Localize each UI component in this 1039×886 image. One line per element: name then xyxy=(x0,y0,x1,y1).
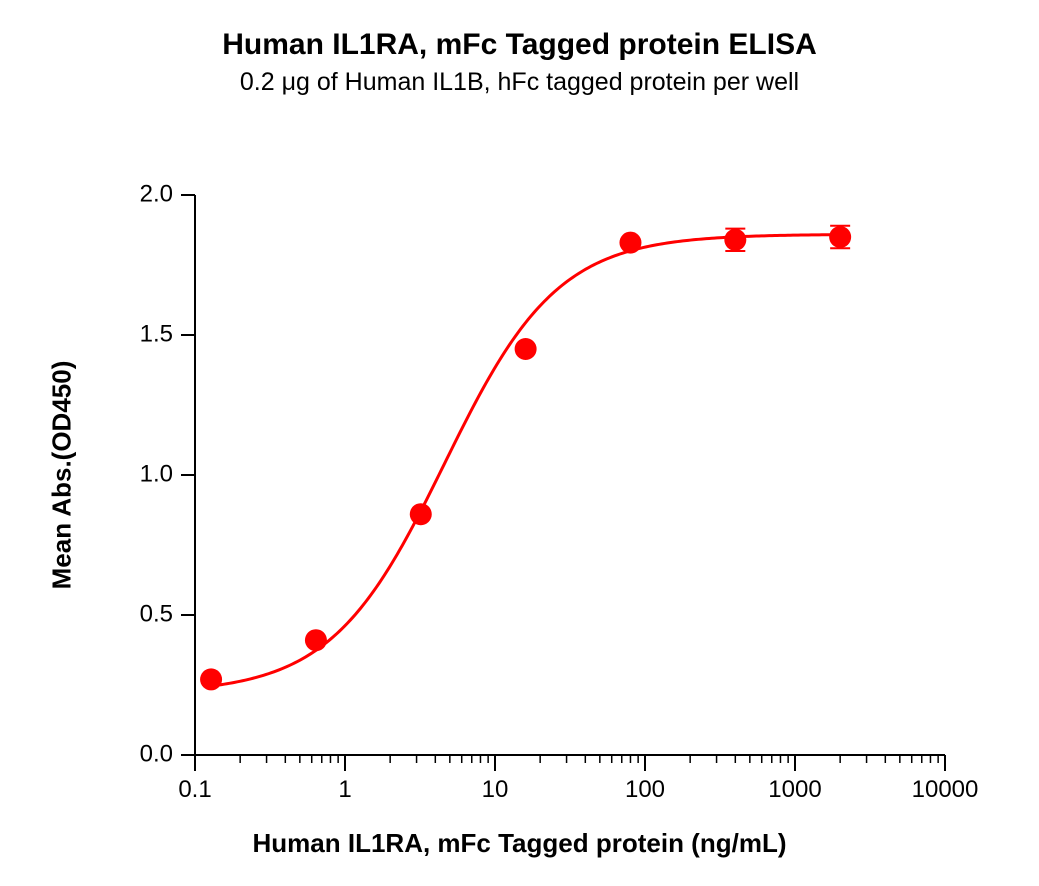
data-point xyxy=(724,229,746,251)
data-point xyxy=(619,232,641,254)
x-tick-label: 0.1 xyxy=(178,776,211,803)
x-tick-label: 10 xyxy=(482,776,509,803)
data-point xyxy=(515,338,537,360)
x-tick-label: 100 xyxy=(625,776,665,803)
data-point xyxy=(410,503,432,525)
data-point xyxy=(829,226,851,248)
x-tick-label: 10000 xyxy=(912,776,979,803)
fit-curve xyxy=(211,235,840,686)
plot-svg: 0.0 0.5 1.0 1.5 2.0 0.1 1 10 100 1000 10000 xyxy=(0,0,1039,886)
chart-canvas: Human IL1RA, mFc Tagged protein ELISA 0.… xyxy=(0,0,1039,886)
y-tick-label: 0.5 xyxy=(140,600,173,627)
y-tick-label: 1.5 xyxy=(140,320,173,347)
data-point xyxy=(305,629,327,651)
data-point xyxy=(200,668,222,690)
x-tick-label: 1 xyxy=(338,776,351,803)
y-tick-label: 2.0 xyxy=(140,180,173,207)
y-tick-label: 1.0 xyxy=(140,460,173,487)
y-tick-label: 0.0 xyxy=(140,740,173,767)
x-tick-label: 1000 xyxy=(768,776,821,803)
